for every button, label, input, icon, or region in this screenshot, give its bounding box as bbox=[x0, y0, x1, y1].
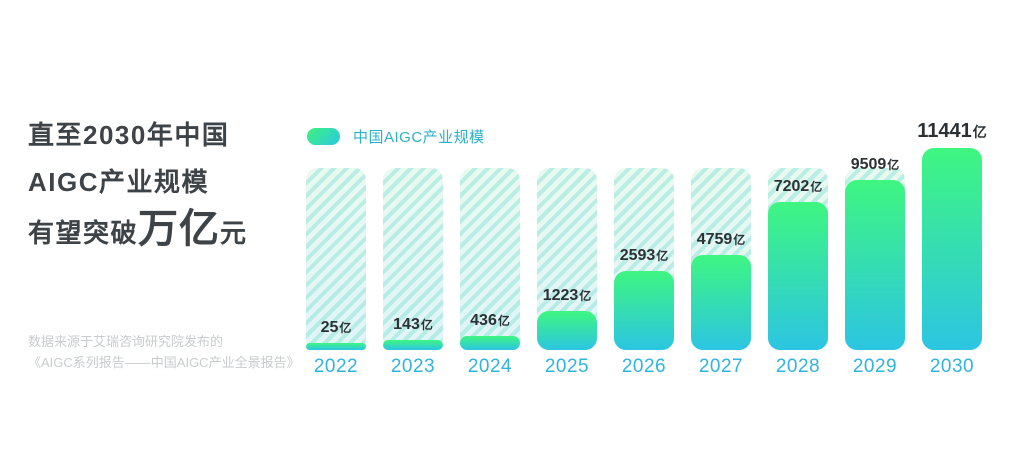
page-title-line3-prefix: 有望突破 bbox=[28, 218, 139, 248]
data-source-line1: 数据来源于艾瑞咨询研究院发布的 bbox=[28, 334, 224, 349]
bar bbox=[922, 148, 982, 350]
x-axis-label: 2025 bbox=[544, 356, 590, 377]
x-axis-label: 2030 bbox=[929, 356, 975, 377]
bar-value-unit: 亿 bbox=[497, 314, 510, 328]
bar-value-unit: 亿 bbox=[733, 233, 746, 247]
bar-value-number: 9509 bbox=[850, 156, 887, 173]
bar-group-2025: 1223亿 2025 bbox=[537, 120, 597, 377]
bar-value-unit: 亿 bbox=[887, 158, 900, 172]
bar-value-number: 4759 bbox=[696, 231, 733, 248]
legend-label: 中国AIGC产业规模 bbox=[353, 129, 485, 146]
bar-value-label: 143亿 bbox=[393, 317, 433, 333]
bar bbox=[691, 255, 751, 350]
page-title-line3-suffix: 元 bbox=[220, 218, 248, 248]
page-title-highlight: 万亿 bbox=[138, 207, 221, 251]
bar-value-number: 7202 bbox=[773, 178, 810, 195]
page-title-line3: 有望突破 万亿 元 bbox=[28, 206, 248, 257]
bar-value-number: 2593 bbox=[619, 247, 656, 264]
bar-group-2029: 9509亿 2029 bbox=[845, 120, 905, 377]
bar-value-unit: 亿 bbox=[420, 318, 433, 332]
bar-value-number: 11441 bbox=[917, 120, 972, 142]
bar bbox=[614, 271, 674, 350]
bar-value-label: 436亿 bbox=[470, 313, 510, 329]
bar-value-unit: 亿 bbox=[656, 249, 669, 263]
bar-group-2030: 11441亿 2030 bbox=[917, 120, 987, 377]
x-axis-label: 2023 bbox=[390, 356, 436, 377]
bar-value-label: 11441亿 bbox=[917, 121, 987, 141]
bar-value-number: 143 bbox=[393, 316, 420, 333]
bar bbox=[768, 202, 828, 350]
data-source-line2: 《AIGC系列报告——中国AIGC产业全景报告》 bbox=[28, 355, 300, 370]
bar bbox=[845, 180, 905, 350]
x-axis-label: 2026 bbox=[621, 356, 667, 377]
bar-track bbox=[383, 168, 443, 350]
bar-track bbox=[306, 168, 366, 350]
bar-group-2026: 2593亿 2026 bbox=[614, 120, 674, 377]
x-axis-label: 2027 bbox=[698, 356, 744, 377]
bar-value-label: 25亿 bbox=[321, 320, 352, 336]
chart-legend: 中国AIGC产业规模 bbox=[307, 126, 485, 147]
x-axis-label: 2029 bbox=[852, 356, 898, 377]
bar-group-2028: 7202亿 2028 bbox=[768, 120, 828, 377]
bar-group-2023: 143亿 2023 bbox=[383, 120, 443, 377]
legend-swatch-icon bbox=[307, 128, 340, 145]
bar-value-label: 2593亿 bbox=[620, 248, 669, 264]
data-source-note: 数据来源于艾瑞咨询研究院发布的 《AIGC系列报告——中国AIGC产业全景报告》 bbox=[28, 331, 300, 373]
bar bbox=[383, 340, 443, 350]
bar-value-label: 7202亿 bbox=[774, 179, 823, 195]
bar bbox=[306, 343, 366, 350]
bar-track bbox=[460, 168, 520, 350]
x-axis-label: 2022 bbox=[313, 356, 359, 377]
bar-value-label: 9509亿 bbox=[851, 157, 900, 173]
bar-value-unit: 亿 bbox=[972, 124, 987, 140]
bar-group-2027: 4759亿 2027 bbox=[691, 120, 751, 377]
bar-value-number: 436 bbox=[470, 312, 497, 329]
bar-value-label: 4759亿 bbox=[697, 232, 746, 248]
bar-value-number: 25 bbox=[320, 319, 339, 336]
bar bbox=[460, 336, 520, 350]
page-title-line1: 直至2030年中国 bbox=[28, 120, 230, 150]
bar-chart: 25亿 2022 143亿 2023 436亿 2024 1223亿 2025 2593亿 202… bbox=[306, 120, 987, 377]
x-axis-label: 2028 bbox=[775, 356, 821, 377]
bar-value-unit: 亿 bbox=[339, 321, 352, 335]
bar-value-label: 1223亿 bbox=[543, 288, 592, 304]
page-title: 直至2030年中国 AIGC产业规模 有望突破 万亿 元 bbox=[28, 112, 248, 257]
bar-group-2024: 436亿 2024 bbox=[460, 120, 520, 377]
bar bbox=[537, 311, 597, 350]
bar-group-2022: 25亿 2022 bbox=[306, 120, 366, 377]
x-axis-label: 2024 bbox=[467, 356, 513, 377]
bar-value-number: 1223 bbox=[542, 287, 579, 304]
page-title-line2: AIGC产业规模 bbox=[28, 167, 210, 197]
bar-value-unit: 亿 bbox=[579, 289, 592, 303]
bar-value-unit: 亿 bbox=[810, 180, 823, 194]
